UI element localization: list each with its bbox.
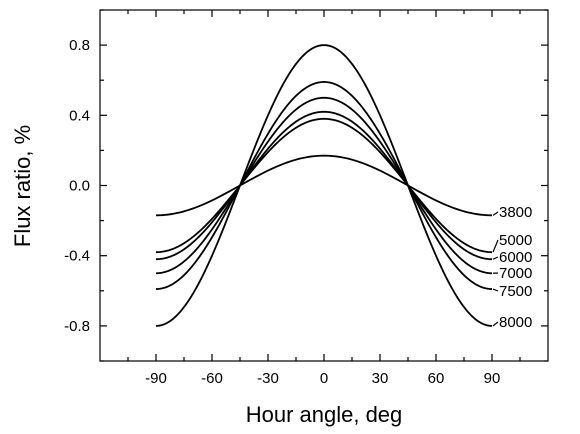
series-leader-8000: [492, 321, 499, 327]
x-tick-label: 0: [320, 370, 328, 387]
series-leader-6000: [492, 256, 499, 260]
y-tick-label: 0.0: [69, 178, 90, 195]
series-label-8000: 8000: [499, 314, 532, 331]
series-leader-7500: [492, 288, 499, 292]
series-line-5000: [155, 117, 493, 254]
x-axis-title: Hour angle, deg: [246, 402, 403, 427]
series-leader-5000: [492, 239, 499, 253]
series-label-5000: 5000: [499, 232, 532, 249]
series-label-7000: 7000: [499, 265, 532, 282]
series-leader-3800: [492, 211, 499, 216]
plot-frame: [99, 9, 549, 362]
series-line-6000: [155, 110, 493, 261]
series-line-8000: [155, 44, 493, 327]
series-group: [155, 44, 493, 327]
y-axis-title: Flux ratio, %: [10, 125, 35, 247]
y-tick-label: -0.4: [64, 248, 90, 265]
series-line-7000: [155, 96, 493, 275]
axis-ticks: [100, 9, 548, 362]
axis-tick-labels: -90 -60 -30 0 30 60 90 -0.8 -0.4 0.0 0.4 0.8: [64, 37, 500, 387]
series-label-6000: 6000: [499, 249, 532, 266]
x-tick-label: 30: [372, 370, 389, 387]
x-tick-label: -60: [201, 370, 223, 387]
series-line-3800: [155, 154, 493, 217]
x-tick-label: -90: [145, 370, 167, 387]
series-label-7500: 7500: [499, 283, 532, 300]
y-tick-label: 0.4: [69, 107, 90, 124]
y-tick-label: 0.8: [69, 37, 90, 54]
y-tick-label: -0.8: [64, 318, 90, 335]
x-tick-label: 90: [484, 370, 501, 387]
series-line-7500: [155, 81, 493, 290]
x-tick-label: -30: [257, 370, 279, 387]
series-label-3800: 3800: [499, 204, 532, 221]
x-tick-label: 60: [428, 370, 445, 387]
